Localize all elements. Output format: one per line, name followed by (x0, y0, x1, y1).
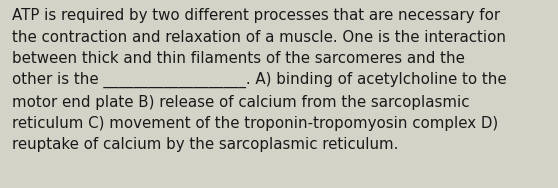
Text: ATP is required by two different processes that are necessary for
the contractio: ATP is required by two different process… (12, 8, 507, 152)
